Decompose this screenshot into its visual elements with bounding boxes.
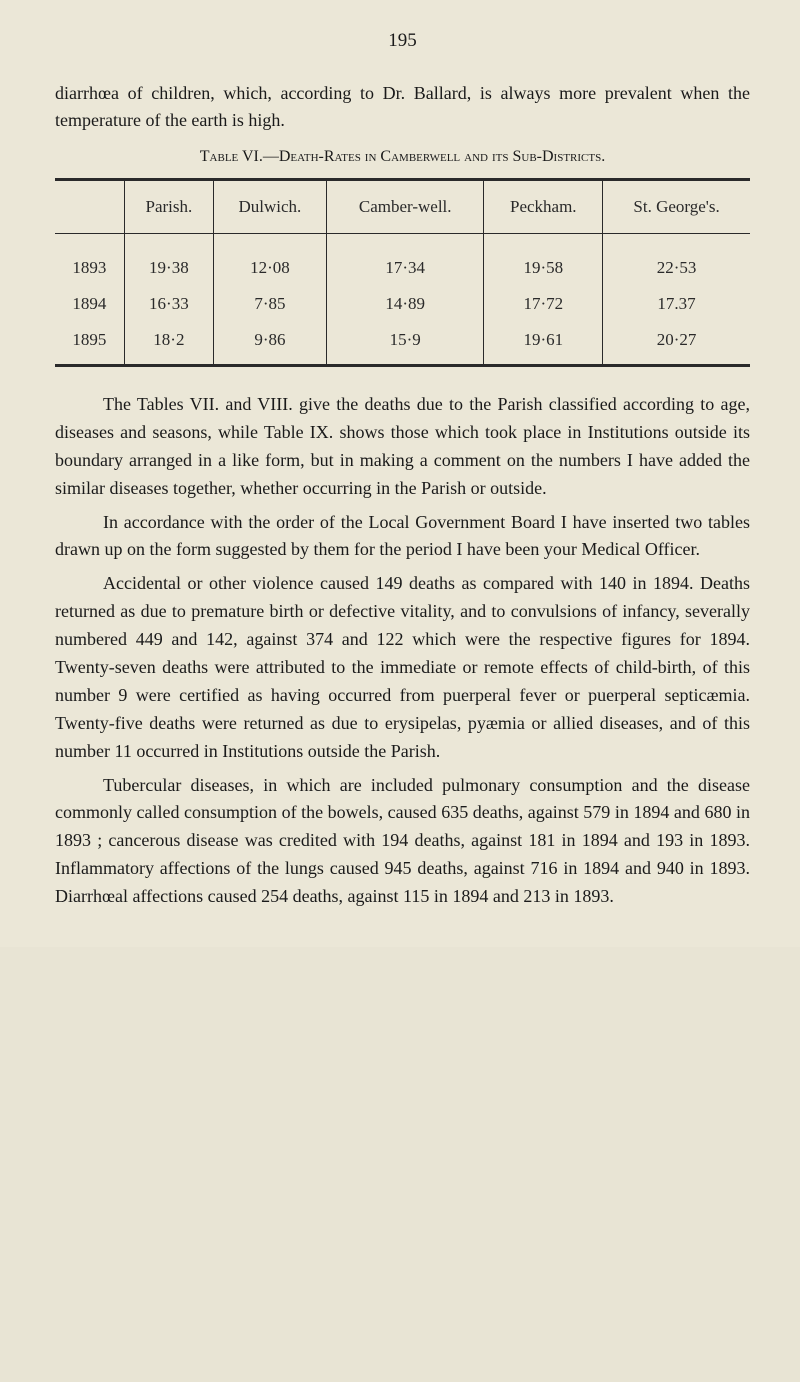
table-cell: 19·61: [484, 322, 603, 366]
body-paragraph: In accordance with the order of the Loca…: [55, 509, 750, 565]
table-cell: 17·34: [326, 234, 484, 287]
death-rates-table: Parish. Dulwich. Camber-well. Peckham. S…: [55, 178, 750, 367]
document-page: 195 diarrhœa of children, which, accordi…: [0, 0, 800, 947]
body-paragraph: The Tables VII. and VIII. give the death…: [55, 391, 750, 503]
table-header: [55, 180, 124, 234]
table-cell: 15·9: [326, 322, 484, 366]
table-header-row: Parish. Dulwich. Camber-well. Peckham. S…: [55, 180, 750, 234]
page-number: 195: [55, 30, 750, 52]
intro-text: diarrhœa of children, which, according t…: [55, 80, 750, 134]
table-row: 1895 18·2 9·86 15·9 19·61 20·27: [55, 322, 750, 366]
table-cell: 19·58: [484, 234, 603, 287]
table-title: Table VI.—Death-Rates in Camberwell and …: [55, 148, 750, 166]
table-cell: 12·08: [213, 234, 326, 287]
table-header: Parish.: [124, 180, 213, 234]
table-cell: 1893: [55, 234, 124, 287]
table-cell: 14·89: [326, 286, 484, 322]
table-header: St. George's.: [603, 180, 750, 234]
table-cell: 20·27: [603, 322, 750, 366]
body-paragraph: Accidental or other violence caused 149 …: [55, 570, 750, 765]
table-cell: 19·38: [124, 234, 213, 287]
body-paragraph: Tubercular diseases, in which are includ…: [55, 772, 750, 911]
table-header: Peckham.: [484, 180, 603, 234]
table-cell: 1895: [55, 322, 124, 366]
table-cell: 9·86: [213, 322, 326, 366]
table-header: Dulwich.: [213, 180, 326, 234]
table-header: Camber-well.: [326, 180, 484, 234]
table-cell: 1894: [55, 286, 124, 322]
table-cell: 16·33: [124, 286, 213, 322]
table-row: 1893 19·38 12·08 17·34 19·58 22·53: [55, 234, 750, 287]
table-cell: 7·85: [213, 286, 326, 322]
table-row: 1894 16·33 7·85 14·89 17·72 17.37: [55, 286, 750, 322]
table-cell: 22·53: [603, 234, 750, 287]
table-cell: 17.37: [603, 286, 750, 322]
table-cell: 18·2: [124, 322, 213, 366]
table-cell: 17·72: [484, 286, 603, 322]
